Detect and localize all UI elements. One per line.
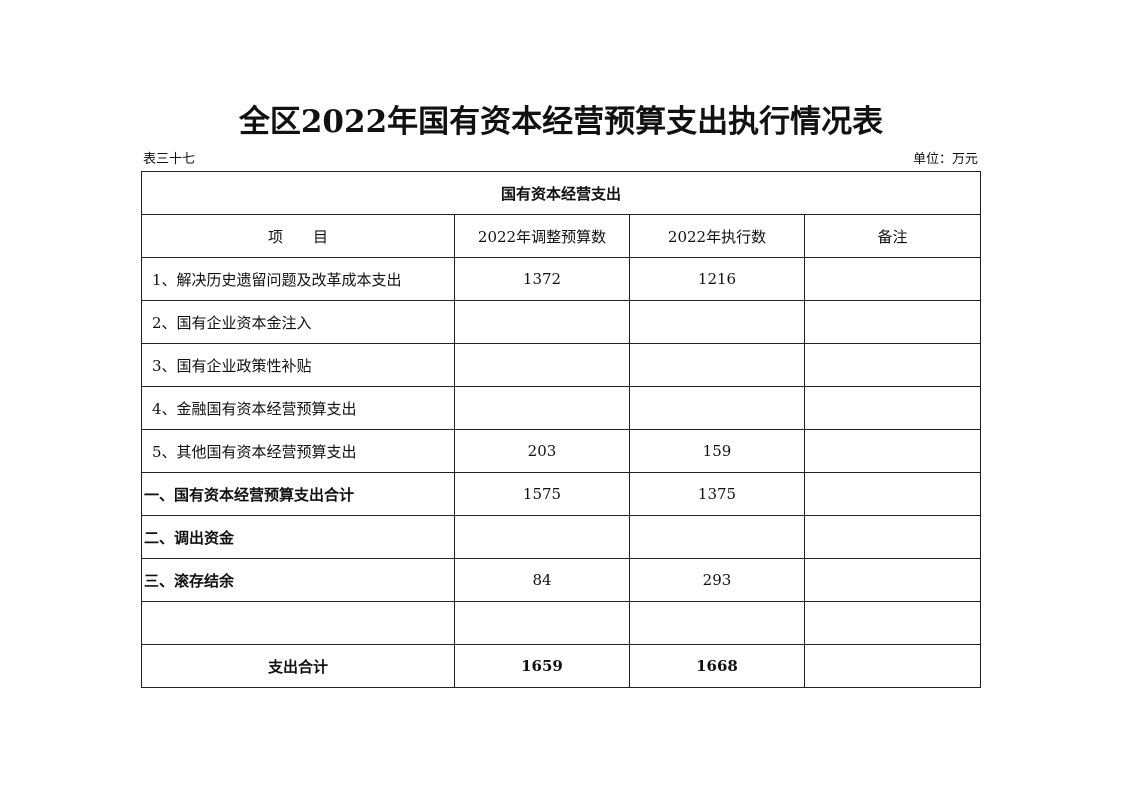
column-header-note: 备注 <box>803 214 982 258</box>
cell-actual <box>629 601 805 645</box>
cell-budget <box>454 515 630 559</box>
total-row: 支出合计 1659 1668 <box>141 644 982 688</box>
cell-note <box>803 429 982 473</box>
unit-label: 单位：万元 <box>912 152 978 167</box>
table-row: 二、调出资金 <box>141 515 982 559</box>
cell-note <box>803 300 982 344</box>
column-header-row: 项 目 2022年调整预算数 2022年执行数 备注 <box>141 214 982 258</box>
cell-note <box>803 558 982 602</box>
cell-note <box>803 257 982 301</box>
section-header: 国有资本经营支出 <box>140 171 982 215</box>
cell-item: 2、国有企业资本金注入 <box>141 300 455 344</box>
cell-item: 4、金融国有资本经营预算支出 <box>141 386 455 430</box>
cell-actual <box>629 343 805 387</box>
budget-table: 国有资本经营支出 项 目 2022年调整预算数 2022年执行数 备注 1、解决… <box>140 171 982 688</box>
cell-budget: 84 <box>454 558 630 602</box>
column-header-budget: 2022年调整预算数 <box>454 214 630 258</box>
column-header-actual: 2022年执行数 <box>629 214 805 258</box>
table-row <box>141 601 982 645</box>
cell-item: 1、解决历史遗留问题及改革成本支出 <box>141 257 455 301</box>
cell-actual <box>629 300 805 344</box>
cell-budget: 1575 <box>454 472 630 516</box>
cell-actual <box>629 515 805 559</box>
cell-item <box>141 601 455 645</box>
total-item: 支出合计 <box>141 644 455 688</box>
cell-actual: 1216 <box>629 257 805 301</box>
table-row: 一、国有资本经营预算支出合计 1575 1375 <box>141 472 982 516</box>
cell-actual: 293 <box>629 558 805 602</box>
cell-budget: 203 <box>454 429 630 473</box>
total-budget: 1659 <box>454 644 630 688</box>
cell-budget: 1372 <box>454 257 630 301</box>
cell-item: 二、调出资金 <box>141 515 455 559</box>
table-row: 3、国有企业政策性补贴 <box>141 343 982 387</box>
table-row: 4、金融国有资本经营预算支出 <box>141 386 982 430</box>
column-header-item: 项 目 <box>141 214 455 258</box>
table-row: 三、滚存结余 84 293 <box>141 558 982 602</box>
total-actual: 1668 <box>629 644 805 688</box>
cell-note <box>803 386 982 430</box>
table-row: 1、解决历史遗留问题及改革成本支出 1372 1216 <box>141 257 982 301</box>
cell-budget <box>454 343 630 387</box>
cell-note <box>803 515 982 559</box>
cell-actual: 1375 <box>629 472 805 516</box>
total-note <box>803 644 982 688</box>
cell-item: 三、滚存结余 <box>141 558 455 602</box>
cell-actual: 159 <box>629 429 805 473</box>
cell-budget <box>454 386 630 430</box>
cell-budget <box>454 300 630 344</box>
cell-note <box>803 601 982 645</box>
table-row: 2、国有企业资本金注入 <box>141 300 982 344</box>
cell-note <box>803 343 982 387</box>
cell-item: 一、国有资本经营预算支出合计 <box>141 472 455 516</box>
section-header-row: 国有资本经营支出 <box>140 171 982 215</box>
cell-budget <box>454 601 630 645</box>
cell-item: 3、国有企业政策性补贴 <box>141 343 455 387</box>
cell-actual <box>629 386 805 430</box>
page-title: 全区2022年国有资本经营预算支出执行情况表 <box>238 104 884 140</box>
table-row: 5、其他国有资本经营预算支出 203 159 <box>141 429 982 473</box>
cell-note <box>803 472 982 516</box>
cell-item: 5、其他国有资本经营预算支出 <box>141 429 455 473</box>
table-number: 表三十七 <box>143 152 196 167</box>
